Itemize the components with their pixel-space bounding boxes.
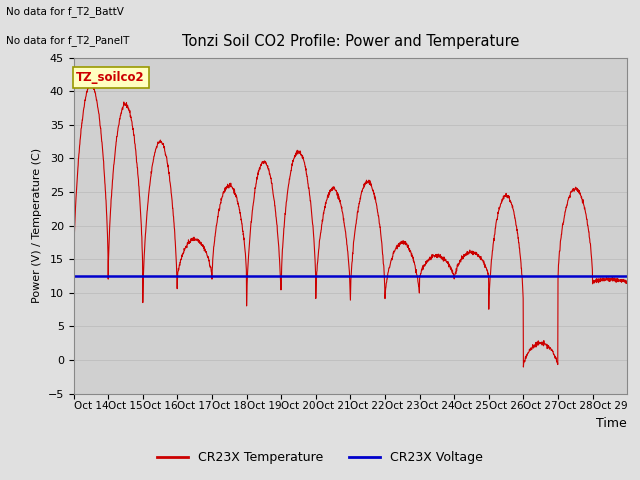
Text: TZ_soilco2: TZ_soilco2 [76,71,145,84]
Text: No data for f_T2_PanelT: No data for f_T2_PanelT [6,35,130,46]
X-axis label: Time: Time [596,417,627,430]
Y-axis label: Power (V) / Temperature (C): Power (V) / Temperature (C) [32,148,42,303]
Text: No data for f_T2_BattV: No data for f_T2_BattV [6,6,124,17]
Title: Tonzi Soil CO2 Profile: Power and Temperature: Tonzi Soil CO2 Profile: Power and Temper… [182,35,519,49]
Legend: CR23X Temperature, CR23X Voltage: CR23X Temperature, CR23X Voltage [152,446,488,469]
